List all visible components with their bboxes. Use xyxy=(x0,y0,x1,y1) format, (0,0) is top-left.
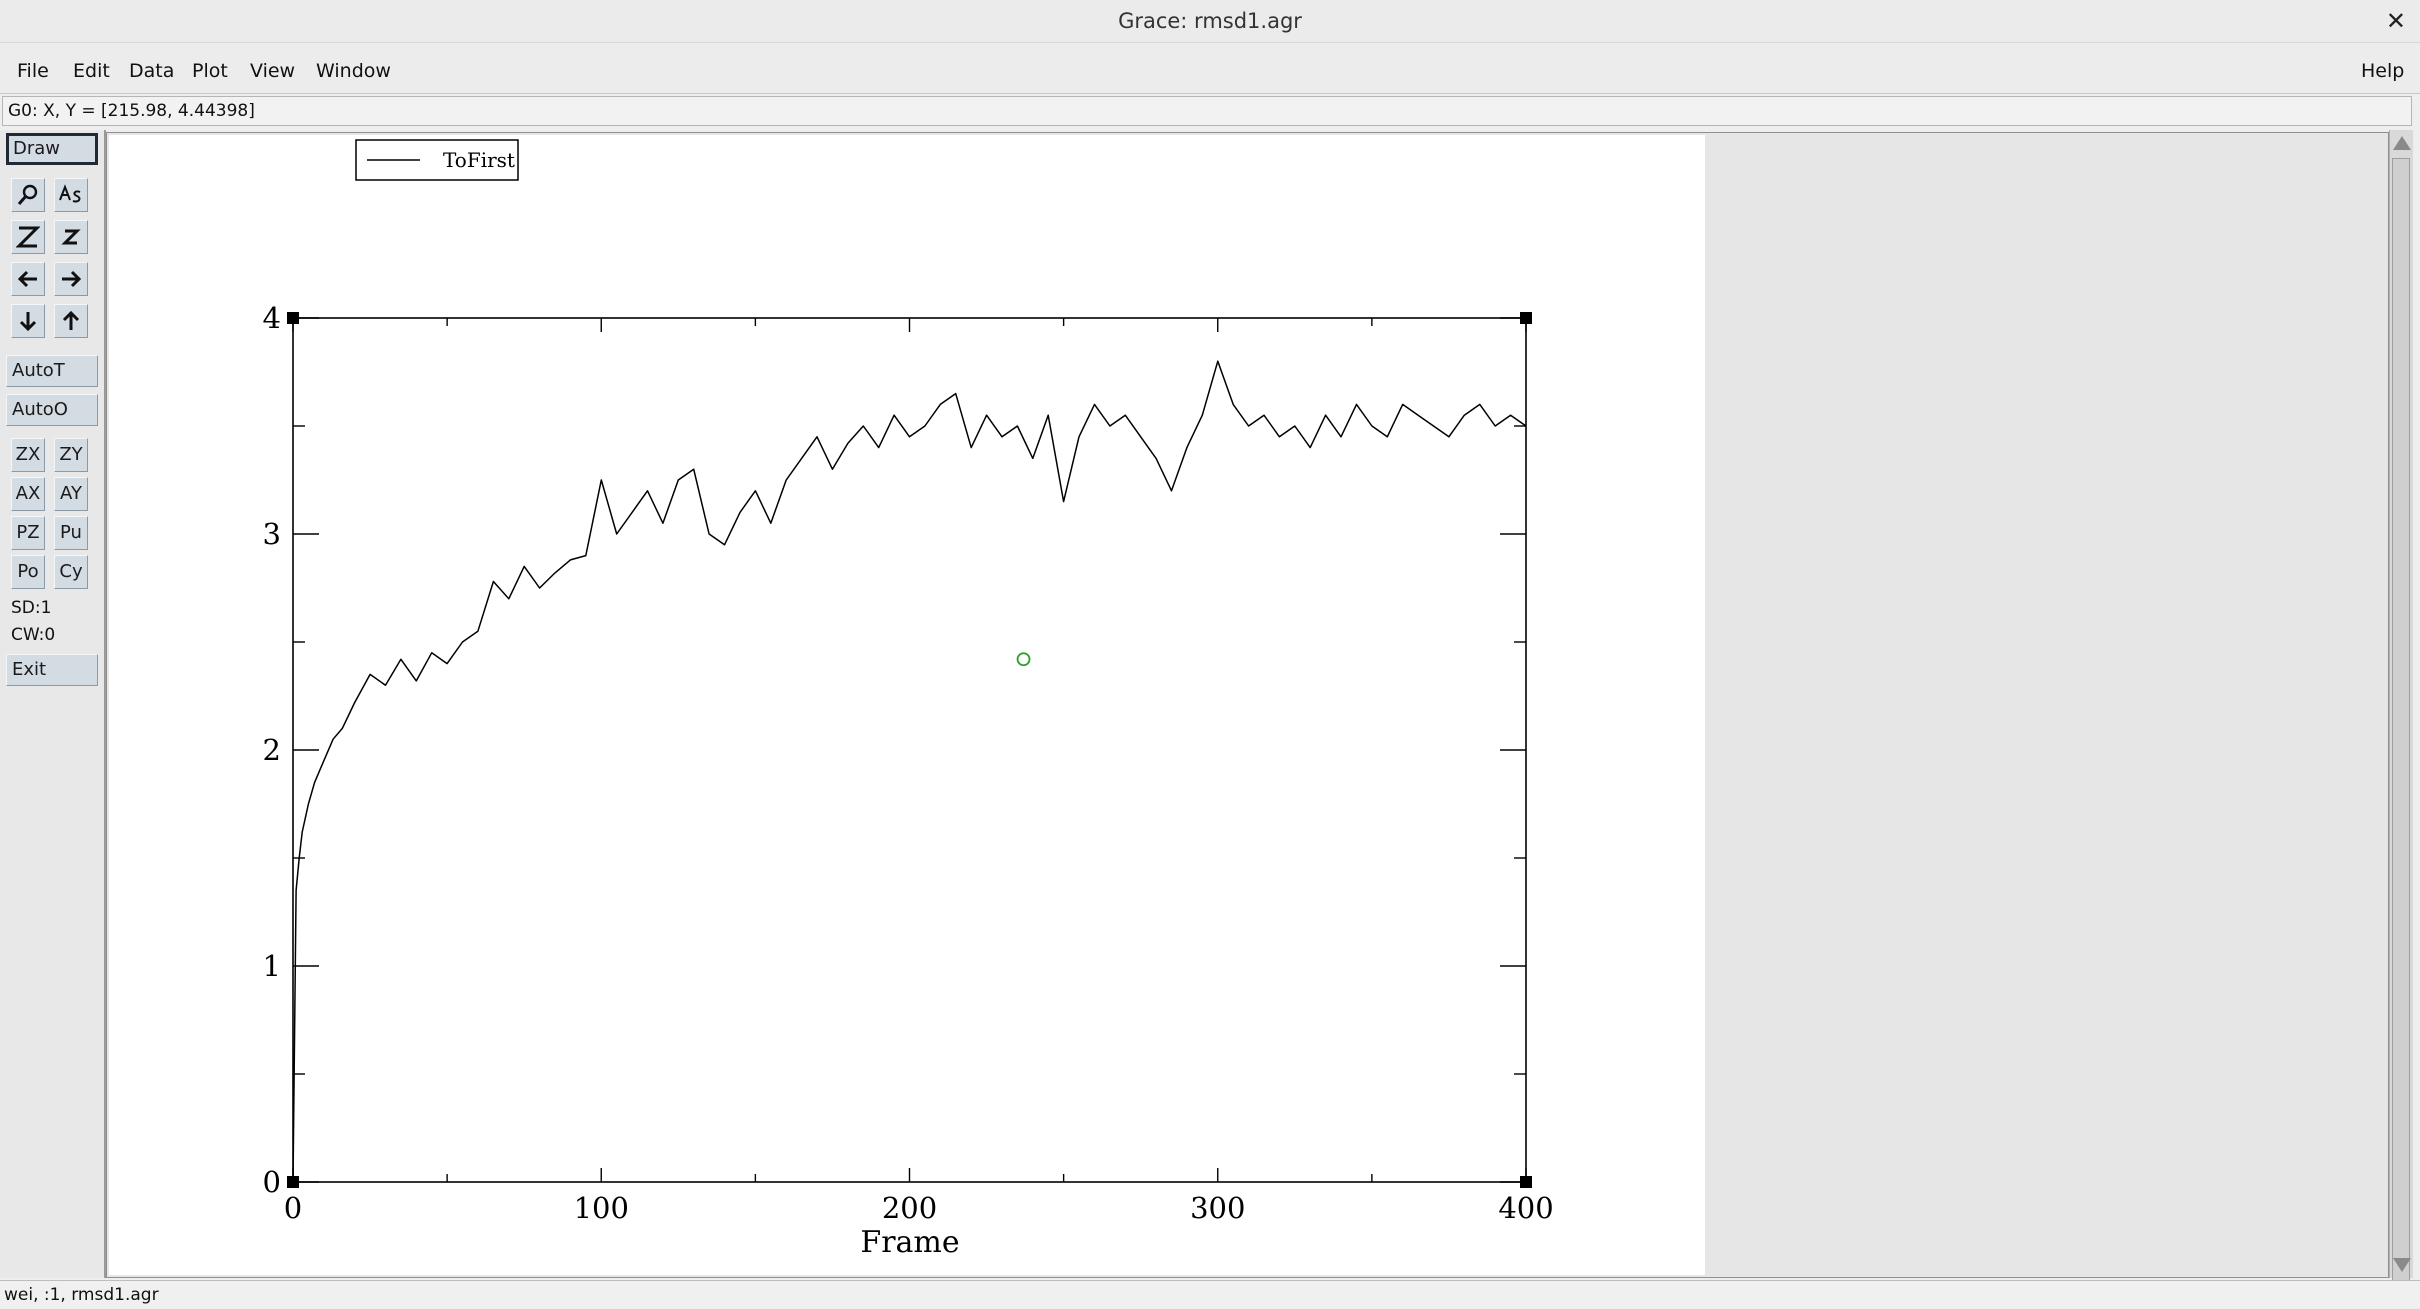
scroll-up-arrow-icon[interactable] xyxy=(2393,136,2411,150)
status-bar: wei, :1, rmsd1.agr xyxy=(0,1280,2420,1308)
zoom-x-icon[interactable] xyxy=(11,220,45,254)
selection-handle xyxy=(287,312,299,324)
scrollbar-thumb[interactable] xyxy=(2392,158,2410,1301)
y-tick-label: 0 xyxy=(263,1165,281,1199)
menu-plot[interactable]: Plot xyxy=(192,60,228,82)
menu-window[interactable]: Window xyxy=(316,60,391,82)
zoom-y-icon[interactable] xyxy=(54,220,88,254)
x-tick-label: 100 xyxy=(574,1191,629,1225)
zoom-y-button[interactable]: ZY xyxy=(54,438,88,472)
plot-frame xyxy=(292,317,1527,1183)
menu-view[interactable]: View xyxy=(250,60,296,82)
scroll-down-arrow-icon[interactable] xyxy=(2393,1258,2411,1272)
zoom-icon[interactable] xyxy=(11,178,45,212)
autoticks-button[interactable]: AutoO xyxy=(6,394,98,426)
y-tick-label: 3 xyxy=(263,517,281,551)
selection-handle xyxy=(1520,1176,1532,1188)
push-zoom-button[interactable]: PZ xyxy=(11,516,45,550)
scroll-down-icon[interactable] xyxy=(11,304,45,338)
x-axis-label: Frame xyxy=(860,1225,959,1260)
series-line xyxy=(292,360,1527,1183)
stack-depth-label: SD:1 xyxy=(11,598,52,618)
y-tick-label: 4 xyxy=(263,301,281,335)
menu-file[interactable]: File xyxy=(17,60,49,82)
scroll-left-icon[interactable] xyxy=(11,262,45,296)
x-tick-label: 300 xyxy=(1190,1191,1245,1225)
window-title: Grace: rmsd1.agr xyxy=(1118,9,1302,33)
exit-button[interactable]: Exit xyxy=(6,654,98,686)
cycle-button[interactable]: Cy xyxy=(54,555,88,589)
x-tick-label: 200 xyxy=(882,1191,937,1225)
text-string-icon[interactable] xyxy=(54,178,88,212)
menu-edit[interactable]: Edit xyxy=(73,60,110,82)
plot-axes xyxy=(292,317,1527,1183)
x-tick-label: 0 xyxy=(284,1191,302,1225)
title-bar: Grace: rmsd1.agr ✕ xyxy=(0,0,2420,43)
graph-page[interactable]: ToFirst 0 100 200 300 400 0 1 2 3 4 Frame xyxy=(109,135,1705,1275)
selection-handle xyxy=(1520,312,1532,324)
coordinate-readout: G0: X, Y = [215.98, 4.44398] xyxy=(2,96,2412,126)
current-world-label: CW:0 xyxy=(11,625,56,645)
autoscale-y-button[interactable]: AY xyxy=(54,477,88,511)
pop-button[interactable]: Po xyxy=(11,555,45,589)
rmsd-chart[interactable]: ToFirst 0 100 200 300 400 0 1 2 3 4 Frame xyxy=(109,135,1705,1275)
menu-bar: File Edit Data Plot View Window Help xyxy=(0,43,2420,94)
y-tick-label: 2 xyxy=(263,733,281,767)
draw-button[interactable]: Draw xyxy=(6,133,98,165)
legend-entry: ToFirst xyxy=(443,148,515,172)
menu-help[interactable]: Help xyxy=(2361,60,2405,82)
close-icon[interactable]: ✕ xyxy=(2385,7,2406,35)
x-tick-label: 400 xyxy=(1498,1191,1553,1225)
push-button[interactable]: Pu xyxy=(54,516,88,550)
tool-panel: Draw AutoT AutoO ZX ZY AX AY PZ Pu Po Cy… xyxy=(0,130,106,1278)
menu-data[interactable]: Data xyxy=(129,60,175,82)
vertical-scrollbar[interactable] xyxy=(2389,130,2413,1301)
scroll-right-icon[interactable] xyxy=(54,262,88,296)
focus-point-marker xyxy=(1016,652,1031,667)
scroll-up-icon[interactable] xyxy=(54,304,88,338)
legend: ToFirst xyxy=(355,139,519,181)
zoom-x-button[interactable]: ZX xyxy=(11,438,45,472)
autoscale-button[interactable]: AutoT xyxy=(6,355,98,387)
y-tick-label: 1 xyxy=(263,949,281,983)
autoscale-x-button[interactable]: AX xyxy=(11,477,45,511)
